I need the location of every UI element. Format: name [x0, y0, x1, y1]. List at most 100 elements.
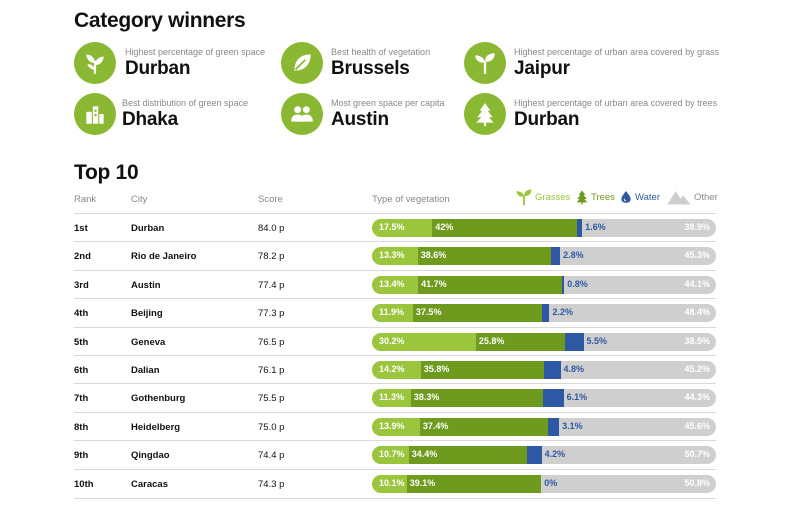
grasses-value-label: 11.3% [379, 392, 405, 403]
legend-label-trees: Trees [591, 191, 615, 203]
water-value-label: 6.1% [566, 392, 588, 403]
water-segment [542, 389, 564, 408]
rank-cell: 9th [74, 450, 89, 462]
trees-segment [419, 417, 549, 436]
table-row: 4th Beijing 77.3 p 11.9% 37.5% 2.2% 48.4% [74, 298, 716, 327]
water-segment [564, 332, 584, 351]
city-icon [74, 93, 116, 135]
legend-item-water: Water [619, 187, 660, 207]
score-cell: 76.1 p [258, 365, 285, 376]
vegetation-bar: 30.2% 25.8% 5.5% 38.5% [372, 332, 716, 351]
grasses-value-label: 13.3% [379, 250, 405, 261]
city-cell: Rio de Janeiro [131, 251, 197, 263]
winner-card-green-space: Highest percentage of green space Durban [74, 42, 265, 84]
trees-value-label: 35.8% [423, 364, 450, 374]
water-segment [541, 304, 550, 323]
city-cell: Gothenburg [131, 393, 186, 405]
city-cell: Dalian [131, 365, 160, 376]
table-row: 3rd Austin 77.4 p 13.4% 41.7% 0.8% 44.1% [74, 269, 716, 299]
grass-legend-icon [516, 189, 532, 206]
trees-value-label: 25.8% [478, 335, 505, 346]
winner-card-grass: Highest percentage of urban area covered… [464, 42, 719, 84]
table-row: 8th Heidelberg 75.0 p 13.9% 37.4% 3.1% 45.6% [74, 411, 716, 441]
water-value-label: 4.2% [544, 449, 566, 460]
other-value-label: 45.6% [684, 420, 710, 431]
water-value-label: 0.8% [567, 278, 588, 289]
trees-value-label: 38.3% [413, 392, 440, 403]
other-value-label: 38.5% [684, 335, 710, 346]
score-cell: 75.0 p [258, 421, 285, 433]
table-row: 9th Qingdao 74.4 p 10.7% 34.4% 4.2% 50.7% [74, 440, 716, 469]
grasses-segment [372, 361, 421, 379]
winner-city: Brussels [331, 57, 410, 79]
legend-item-grasses: Grasses [514, 187, 570, 207]
grasses-value-label: 11.9% [379, 307, 405, 318]
rank-cell: 8th [74, 421, 89, 433]
table-row: 6th Dalian 76.1 p 14.2% 35.8% 4.8% 45.2% [74, 355, 716, 384]
other-value-label: 44.1% [684, 278, 710, 289]
table-row: 1st Durban 84.0 p 17.5% 42% 1.6% 38.9% [74, 213, 716, 242]
trees-segment [410, 389, 543, 408]
city-cell: Austin [131, 279, 161, 291]
water-value-label: 2.8% [563, 250, 584, 261]
rank-cell: 10th [74, 478, 94, 490]
vegetation-bar: 13.4% 41.7% 0.8% 44.1% [372, 275, 716, 294]
trees-segment [417, 247, 551, 266]
grasses-value-label: 30.2% [379, 335, 405, 346]
legend-label-other: Other [694, 191, 718, 203]
winner-city: Austin [331, 108, 389, 130]
legend: Grasses Trees Water Other [514, 187, 718, 211]
winner-card-trees: Highest percentage of urban area covered… [464, 93, 717, 135]
trees-value-label: 38.6% [420, 250, 447, 261]
vegetation-bar: 10.7% 34.4% 4.2% 50.7% [372, 446, 716, 465]
column-header-city: City [131, 194, 148, 205]
score-cell: 78.2 p [258, 251, 285, 263]
other-value-label: 45.2% [684, 364, 710, 374]
city-cell: Beijing [131, 308, 163, 320]
rank-cell: 4th [74, 308, 89, 320]
trees-segment [406, 474, 542, 493]
score-cell: 75.5 p [258, 393, 285, 405]
other-value-label: 50.7% [684, 449, 710, 460]
vegetation-bar: 11.3% 38.3% 6.1% 44.3% [372, 389, 716, 408]
trees-value-label: 34.4% [411, 449, 438, 460]
top10-title: Top 10 [74, 161, 139, 184]
seedling-icon [464, 42, 506, 84]
other-value-label: 45.3% [684, 250, 710, 261]
winner-description: Most green space per capita [331, 97, 445, 108]
trees-value-label: 37.5% [415, 307, 442, 318]
score-cell: 84.0 p [258, 223, 285, 234]
grasses-value-label: 10.1% [379, 477, 405, 488]
mountain-icon [667, 191, 691, 205]
category-winners-title: Category winners [74, 9, 246, 32]
tree-icon [464, 93, 506, 135]
vegetation-bar: 14.2% 35.8% 4.8% 45.2% [372, 361, 716, 379]
vegetation-bar: 13.9% 37.4% 3.1% 45.6% [372, 417, 716, 436]
trees-value-label: 37.4% [422, 420, 449, 431]
other-value-label: 44.3% [684, 392, 710, 403]
rank-cell: 2nd [74, 251, 91, 263]
other-value-label: 48.4% [684, 307, 710, 318]
grasses-segment [372, 389, 411, 408]
grasses-segment [372, 474, 407, 493]
other-value-label: 50.8% [684, 477, 710, 488]
grasses-segment [372, 446, 409, 465]
water-value-label: 1.6% [585, 222, 606, 232]
trees-value-label: 42% [435, 222, 454, 232]
winner-card-per-capita: Most green space per capita Austin [281, 93, 445, 135]
rank-cell: 5th [74, 336, 89, 348]
water-drop-icon [621, 191, 631, 203]
column-header-vegetation: Type of vegetation [372, 194, 450, 205]
grasses-segment [372, 247, 418, 266]
grasses-value-label: 10.7% [379, 449, 405, 460]
vegetation-bar: 11.9% 37.5% 2.2% 48.4% [372, 304, 716, 323]
table-row: 7th Gothenburg 75.5 p 11.3% 38.3% 6.1% 44.3% [74, 383, 716, 412]
city-cell: Durban [131, 223, 165, 234]
water-value-label: 2.2% [552, 307, 574, 318]
trees-segment [475, 332, 565, 351]
grasses-segment [372, 304, 413, 323]
winner-description: Highest percentage of green space [125, 46, 266, 57]
legend-label-water: Water [635, 191, 660, 203]
sprout-icon [74, 42, 116, 84]
grasses-value-label: 13.4% [379, 278, 405, 289]
